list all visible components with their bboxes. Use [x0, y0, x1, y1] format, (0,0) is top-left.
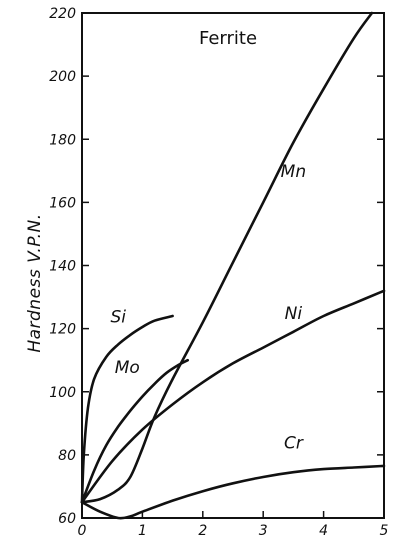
series-label-si: Si [110, 307, 126, 327]
x-tick-label: 1 [138, 523, 147, 539]
x-tick-label: 5 [380, 523, 389, 539]
series-label-mn: Mn [281, 162, 306, 182]
series-label-mo: Mo [115, 358, 140, 378]
y-tick-label: 80 [58, 448, 76, 464]
x-tick-label: 4 [319, 523, 328, 539]
x-tick-label: 3 [259, 523, 268, 539]
y-axis-label: Hardness V.P.N. [25, 213, 45, 352]
y-tick-label: 180 [49, 132, 76, 148]
series-line-si [80, 314, 174, 504]
series-lines [80, 11, 386, 520]
series-line-mn [80, 11, 374, 504]
series-labels: Si Mo Mn Ni Cr [110, 162, 306, 453]
y-tick-label: 200 [49, 69, 76, 85]
series-label-ni: Ni [285, 304, 303, 324]
y-tick-label: 60 [58, 511, 76, 527]
series-line-mo [80, 358, 189, 504]
y-tick-label: 140 [49, 259, 76, 275]
x-tick-label: 2 [198, 523, 207, 539]
y-tick-label: 120 [49, 322, 76, 338]
series-line-cr [80, 464, 386, 520]
plot-frame [81, 12, 385, 519]
series-line-ni [80, 289, 386, 504]
series-label-cr: Cr [284, 434, 304, 454]
axes [81, 12, 385, 519]
y-tick-label: 100 [49, 385, 76, 401]
chart-title: Ferrite [199, 28, 257, 49]
ticks: 0 1 2 3 4 5 60 80 100 120 140 160 180 200 220 [49, 6, 388, 539]
y-tick-label: 160 [49, 195, 76, 211]
x-tick-label: 0 [78, 523, 87, 539]
y-tick-label: 220 [49, 6, 76, 22]
